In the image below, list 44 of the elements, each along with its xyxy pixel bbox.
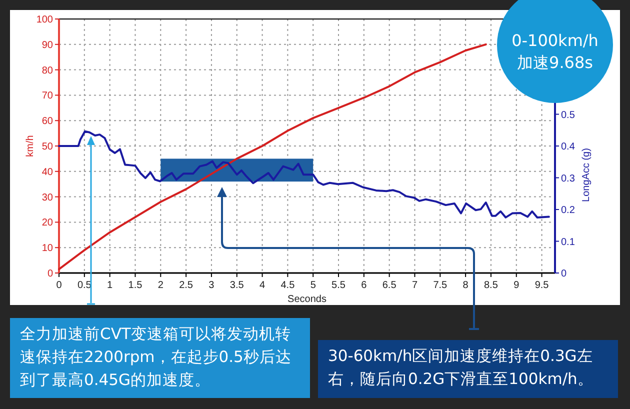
x-tick-label: 7 bbox=[412, 280, 418, 291]
text: 30-60km/h区间加速度维持在0.3G左右，随后向0.2G下滑直至100km/h。 bbox=[318, 340, 618, 398]
x-tick-label: 3 bbox=[208, 280, 215, 291]
x-tick-label: 9 bbox=[514, 280, 520, 291]
y-tick-label: 60 bbox=[42, 116, 54, 128]
x-tick-label: 6.5 bbox=[382, 280, 397, 291]
y-tick-label: 10 bbox=[42, 243, 54, 254]
x-tick-label: 9.5 bbox=[534, 280, 550, 291]
y2-tick-label: 0.1 bbox=[561, 236, 576, 248]
y2-tick-label: 0.3 bbox=[561, 173, 576, 184]
y2-tick-label: 0.4 bbox=[561, 142, 576, 152]
x-tick-label: 8.5 bbox=[484, 280, 498, 291]
y-axis-title: km/h bbox=[25, 135, 36, 157]
y-tick-label: 50 bbox=[42, 142, 54, 152]
y-tick-label: 70 bbox=[42, 90, 54, 102]
y-tick-label: 30 bbox=[42, 192, 54, 204]
x-tick-label: 7.5 bbox=[433, 280, 448, 291]
y2-tick-label: 0.2 bbox=[561, 205, 576, 216]
line-series bbox=[58, 130, 550, 218]
x-tick-label: 0 bbox=[56, 280, 62, 291]
x-tick-label: 1.5 bbox=[128, 280, 143, 291]
text: 全力加速前CVT变速箱可以将发动机转速保持在2200rpm，在起步0.5秒后达到了最高0.45G的加速度。 bbox=[10, 318, 310, 398]
line-series bbox=[58, 43, 487, 270]
x-tick-label: 3.5 bbox=[230, 280, 244, 291]
x-tick-label: 4.5 bbox=[280, 280, 296, 291]
x-axis-title: Seconds bbox=[288, 294, 326, 305]
y2-axis-title: LongAcc (g) bbox=[581, 148, 592, 202]
y-tick-label: 90 bbox=[42, 40, 54, 51]
x-tick-label: 8 bbox=[462, 280, 469, 291]
x-tick-label: 5.5 bbox=[332, 280, 346, 291]
y-tick-label: 0 bbox=[47, 268, 54, 280]
y-tick-label: 20 bbox=[42, 218, 54, 229]
x-tick-label: 5 bbox=[310, 280, 316, 291]
x-tick-label: 2 bbox=[158, 280, 164, 291]
x-tick-label: 6 bbox=[361, 280, 368, 291]
y-tick-label: 80 bbox=[42, 65, 54, 76]
y-tick-label: 100 bbox=[36, 14, 54, 26]
x-tick-label: 1 bbox=[107, 280, 114, 291]
x-tick-label: 0.5 bbox=[77, 280, 92, 291]
x-tick-label: 2.5 bbox=[179, 280, 194, 291]
y2-tick-label: 0 bbox=[561, 268, 567, 280]
y-tick-label: 40 bbox=[42, 166, 54, 178]
y2-tick-label: 0.5 bbox=[561, 110, 576, 121]
x-tick-label: 4 bbox=[259, 280, 266, 291]
